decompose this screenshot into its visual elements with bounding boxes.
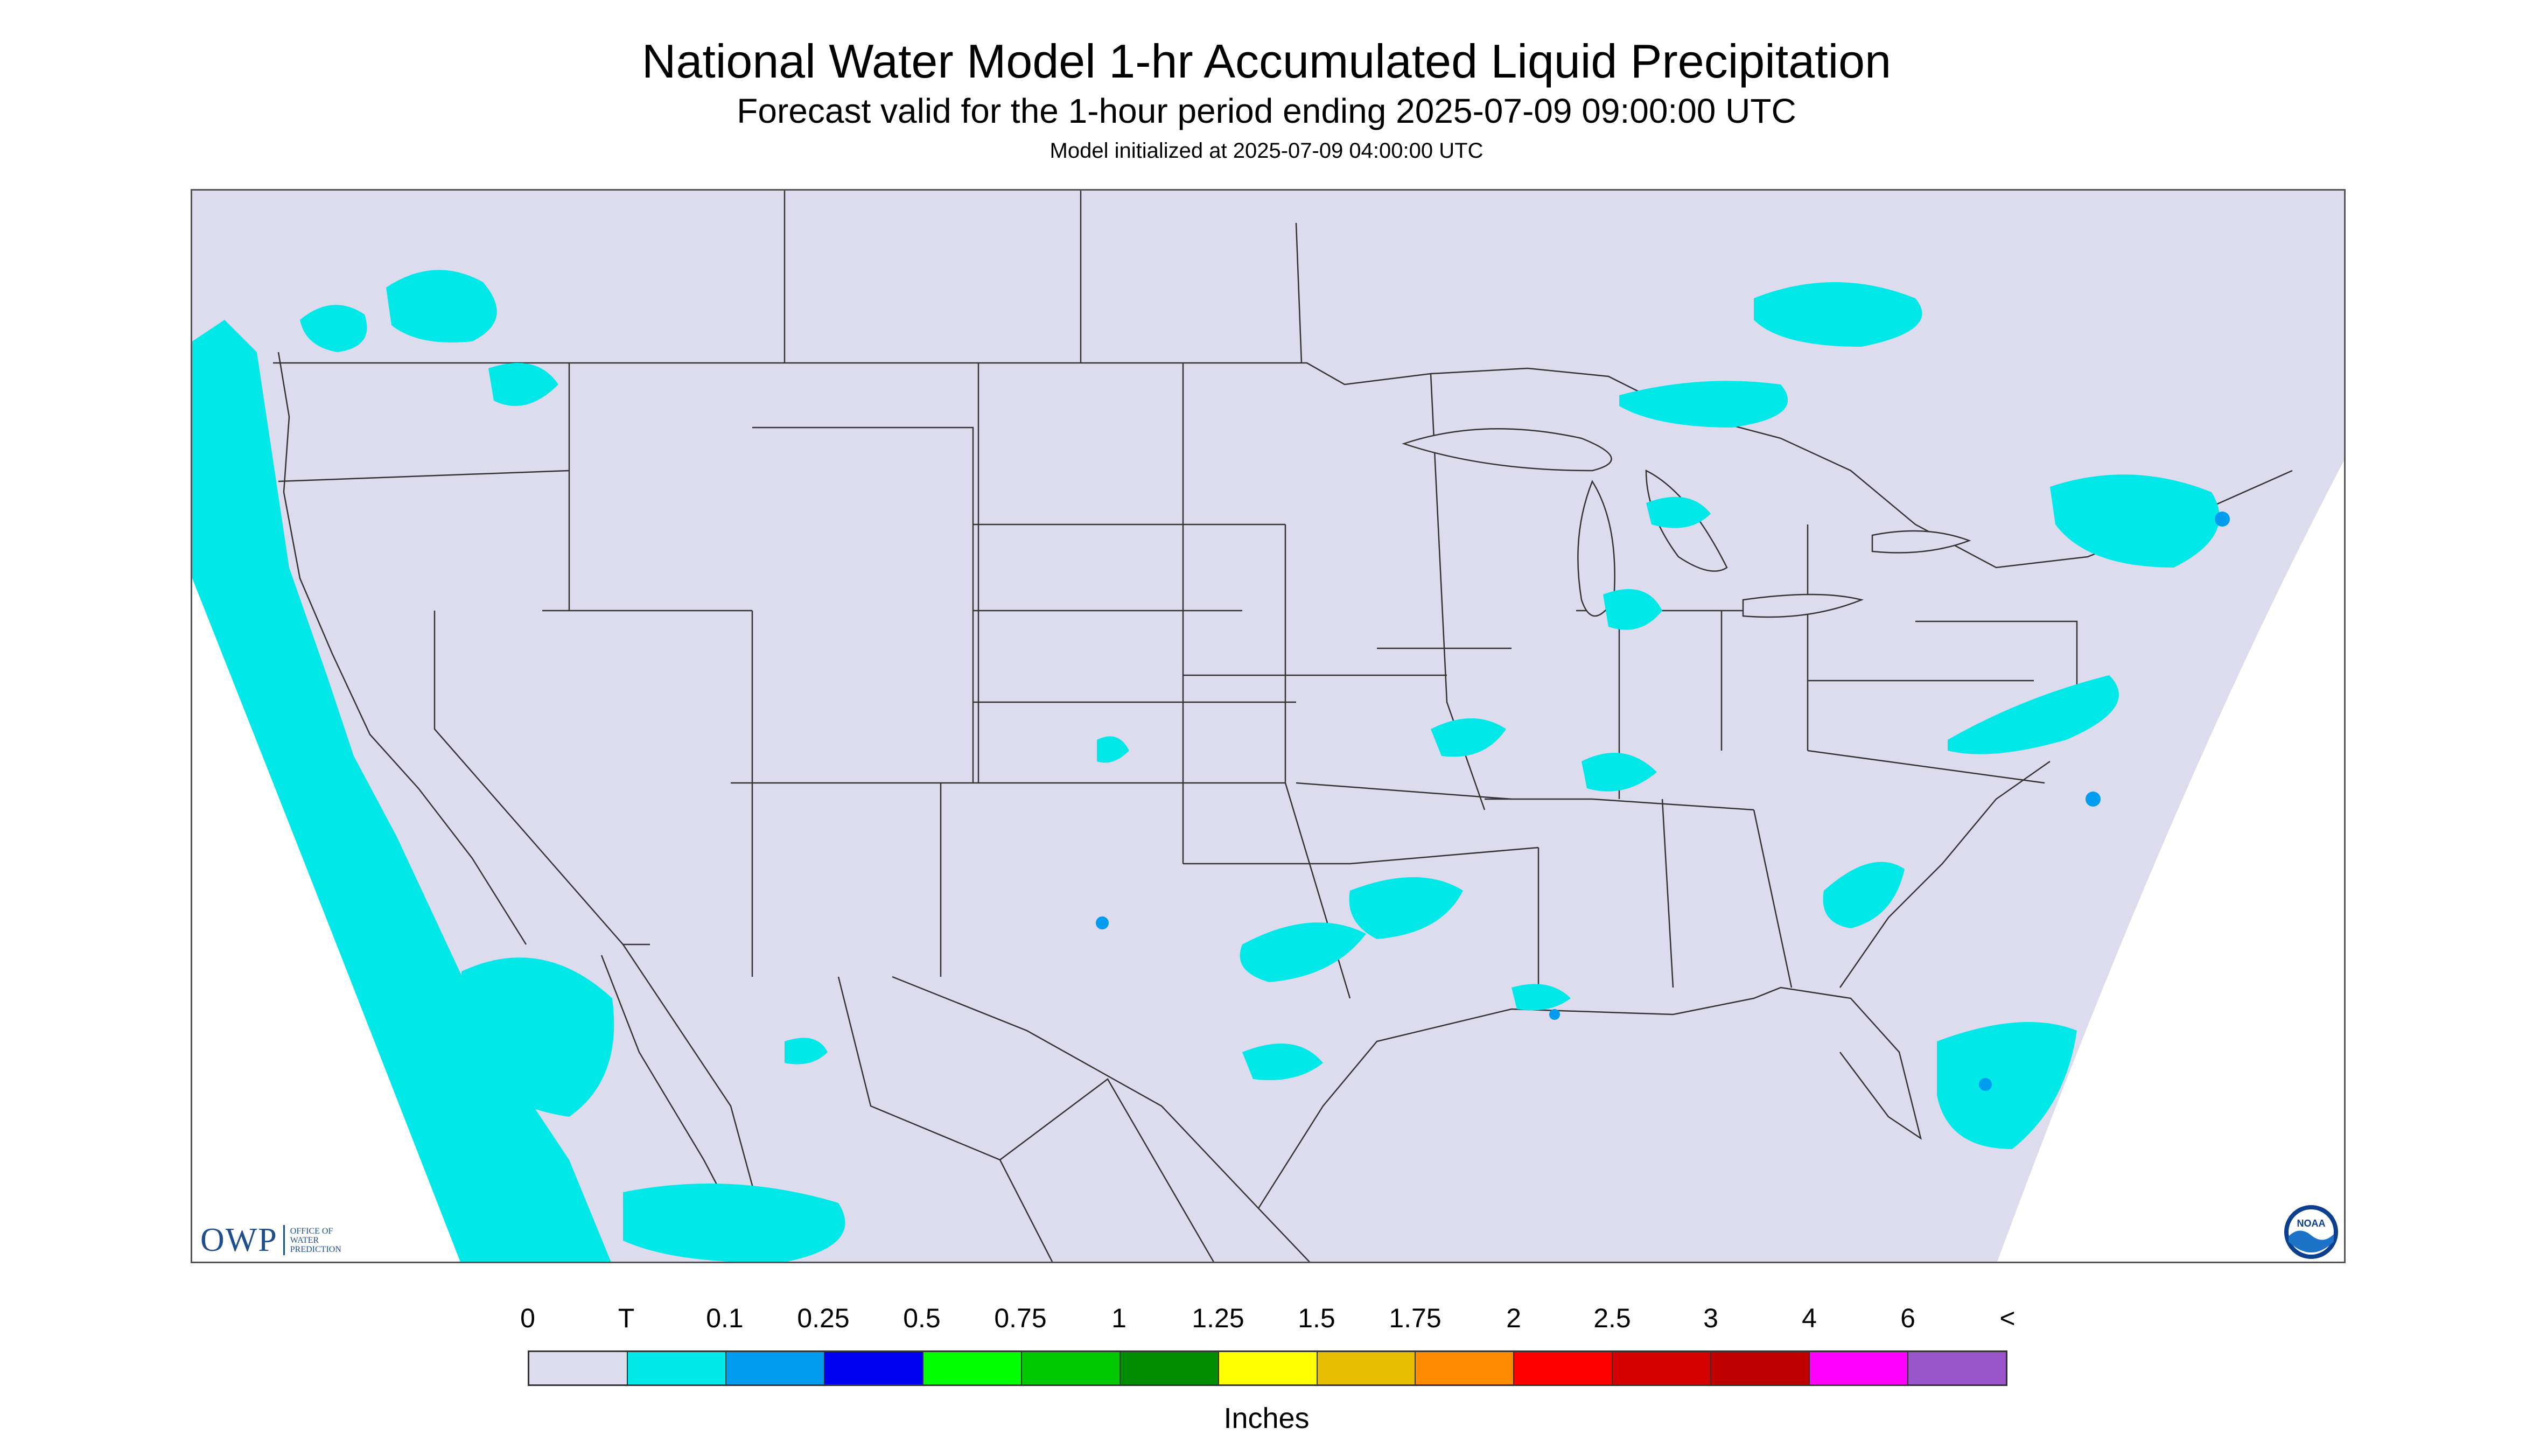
forecast-valid-subtitle: Forecast valid for the 1-hour period end…	[737, 92, 1796, 130]
legend-swatch	[726, 1352, 825, 1384]
legend-swatch	[1317, 1352, 1416, 1384]
owp-sub-line-2: Water	[290, 1235, 319, 1245]
map-canvas	[192, 191, 2344, 1262]
legend-tick-label: 0.75	[994, 1303, 1047, 1333]
legend-swatch	[1514, 1352, 1613, 1384]
legend-swatch	[1219, 1352, 1318, 1384]
legend-tick-label: 3	[1703, 1303, 1718, 1333]
legend-tick-label: 1.25	[1192, 1303, 1244, 1333]
legend-swatch	[627, 1352, 726, 1384]
legend-tick-label: 0.5	[903, 1303, 941, 1333]
legend-tick-label: <	[1999, 1303, 2016, 1333]
legend-swatch	[1810, 1352, 1909, 1384]
owp-logo-text: OWP	[200, 1221, 278, 1258]
precip-trace-areas	[192, 270, 2220, 1262]
legend-swatch	[923, 1352, 1022, 1384]
legend-swatch	[1908, 1352, 2006, 1384]
legend-swatch	[824, 1352, 923, 1384]
owp-logo-divider	[283, 1225, 285, 1255]
legend-units-label: Inches	[1223, 1402, 1310, 1434]
precip-heavier-spots	[1096, 512, 2230, 1091]
map-title: National Water Model 1-hr Accumulated Li…	[641, 34, 1892, 88]
legend-tick-label: 4	[1802, 1303, 1817, 1333]
legend-tick-label: 1.75	[1389, 1303, 1442, 1333]
legend-tick-label: 0.1	[706, 1303, 744, 1333]
legend-color-bar	[528, 1350, 2007, 1386]
noaa-logo-icon: NOAA	[2284, 1205, 2338, 1259]
legend-tick-label: 1.5	[1298, 1303, 1335, 1333]
legend-tick-label: 0.25	[797, 1303, 850, 1333]
legend-swatch	[529, 1352, 628, 1384]
legend-tick-label: 0	[520, 1303, 535, 1333]
legend-swatch	[1613, 1352, 1712, 1384]
legend-swatch	[1711, 1352, 1810, 1384]
noaa-logo-text: NOAA	[2297, 1218, 2326, 1229]
owp-logo-subtext: Office of Water Prediction	[290, 1227, 341, 1254]
legend-tick-label: T	[618, 1303, 635, 1333]
precipitation-map	[191, 189, 2346, 1263]
model-domain-area	[192, 191, 2344, 1262]
legend-tick-label: 6	[1900, 1303, 1915, 1333]
model-init-line: Model initialized at 2025-07-09 04:00:00…	[1049, 139, 1484, 163]
legend-swatch	[1416, 1352, 1515, 1384]
owp-logo: OWP Office of Water Prediction	[200, 1221, 341, 1259]
legend-tick-labels: 0 T 0.1 0.25 0.5 0.75 1 1.25 1.5 1.75 2 …	[0, 1302, 2533, 1340]
owp-sub-line-1: Office of	[290, 1226, 333, 1236]
legend-tick-label: 2	[1506, 1303, 1521, 1333]
great-lakes	[1402, 428, 1971, 618]
legend-tick-label: 1	[1111, 1303, 1126, 1333]
legend-tick-label: 2.5	[1593, 1303, 1631, 1333]
legend-swatch	[1021, 1352, 1121, 1384]
legend-swatch	[1120, 1352, 1219, 1384]
owp-sub-line-3: Prediction	[290, 1244, 341, 1254]
